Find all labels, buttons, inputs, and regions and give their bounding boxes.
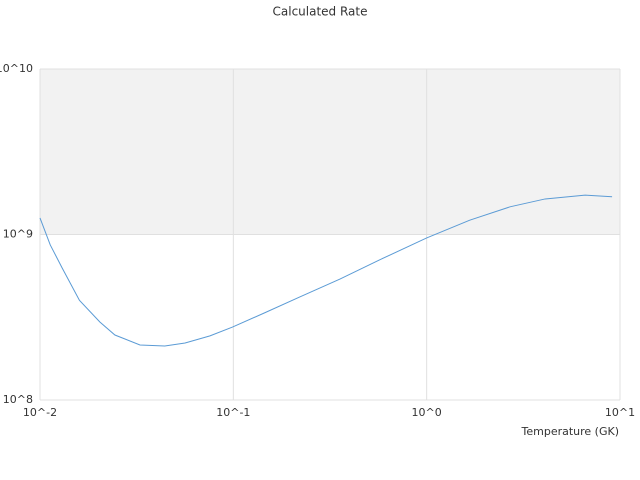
bands [40, 69, 620, 235]
chart-title: Calculated Rate [273, 5, 368, 19]
y-tick-label: 10^10 [0, 62, 33, 75]
x-tick-label: 10^1 [605, 406, 635, 419]
y-tick-label: 10^9 [3, 228, 33, 241]
x-tick-label: 10^-1 [216, 406, 250, 419]
data-line [39, 194, 613, 347]
x-tick-label: 10^0 [412, 406, 442, 419]
y-tick-label: 10^8 [3, 393, 33, 406]
x-tick-label: 10^-2 [23, 406, 57, 419]
x-axis-title: Temperature (GK) [521, 425, 620, 438]
grid [39, 68, 621, 401]
plot-band [40, 69, 620, 235]
